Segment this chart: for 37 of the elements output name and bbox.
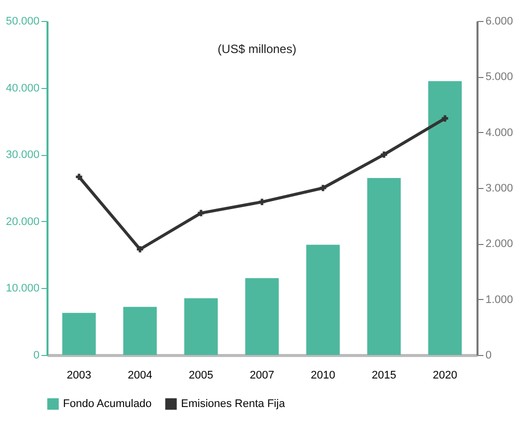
annotation: (US$ millones) bbox=[218, 42, 296, 56]
y2-tick-label: 0 bbox=[486, 350, 492, 362]
y-tick-label: 0 bbox=[33, 350, 40, 362]
bar bbox=[367, 178, 401, 355]
bar bbox=[62, 312, 96, 355]
x-tick-label: 2020 bbox=[432, 370, 458, 382]
point bbox=[76, 174, 82, 180]
legend-label: Fondo Acumulado bbox=[63, 398, 152, 410]
x-tick-label: 2004 bbox=[128, 370, 152, 382]
point bbox=[136, 246, 144, 252]
y2-tick-label: 3.000 bbox=[486, 182, 514, 194]
y2-tick-label: 5.000 bbox=[486, 71, 514, 84]
x-tick-label: 2015 bbox=[372, 370, 396, 382]
y-tick-label: 40.000 bbox=[6, 82, 40, 94]
x-tick-label: 2005 bbox=[188, 370, 214, 382]
y2-tick-label: 1.000 bbox=[486, 294, 514, 306]
legend-label: Emisiones Renta Fija bbox=[181, 398, 286, 410]
y2-tick-label: 4.000 bbox=[486, 126, 514, 139]
y-tick-label: 10.000 bbox=[6, 282, 40, 295]
point bbox=[198, 210, 204, 216]
point bbox=[258, 198, 266, 206]
y2-tick-label: 2.000 bbox=[486, 238, 514, 250]
bar bbox=[428, 81, 462, 355]
x-tick-label: 2003 bbox=[66, 370, 92, 382]
y-tick-label: 30.000 bbox=[6, 149, 40, 162]
bar bbox=[123, 306, 157, 355]
y-tick-label: 50.000 bbox=[6, 16, 40, 28]
point bbox=[442, 115, 448, 122]
bar bbox=[184, 298, 218, 355]
point bbox=[380, 151, 388, 158]
bar bbox=[245, 278, 279, 355]
bar bbox=[306, 244, 340, 355]
point bbox=[320, 184, 326, 192]
y2-tick-label: 6.000 bbox=[486, 16, 514, 28]
x-tick-label: 2010 bbox=[310, 370, 336, 382]
x-tick-label: 2007 bbox=[250, 370, 274, 382]
y-tick-label: 20.000 bbox=[6, 216, 40, 228]
